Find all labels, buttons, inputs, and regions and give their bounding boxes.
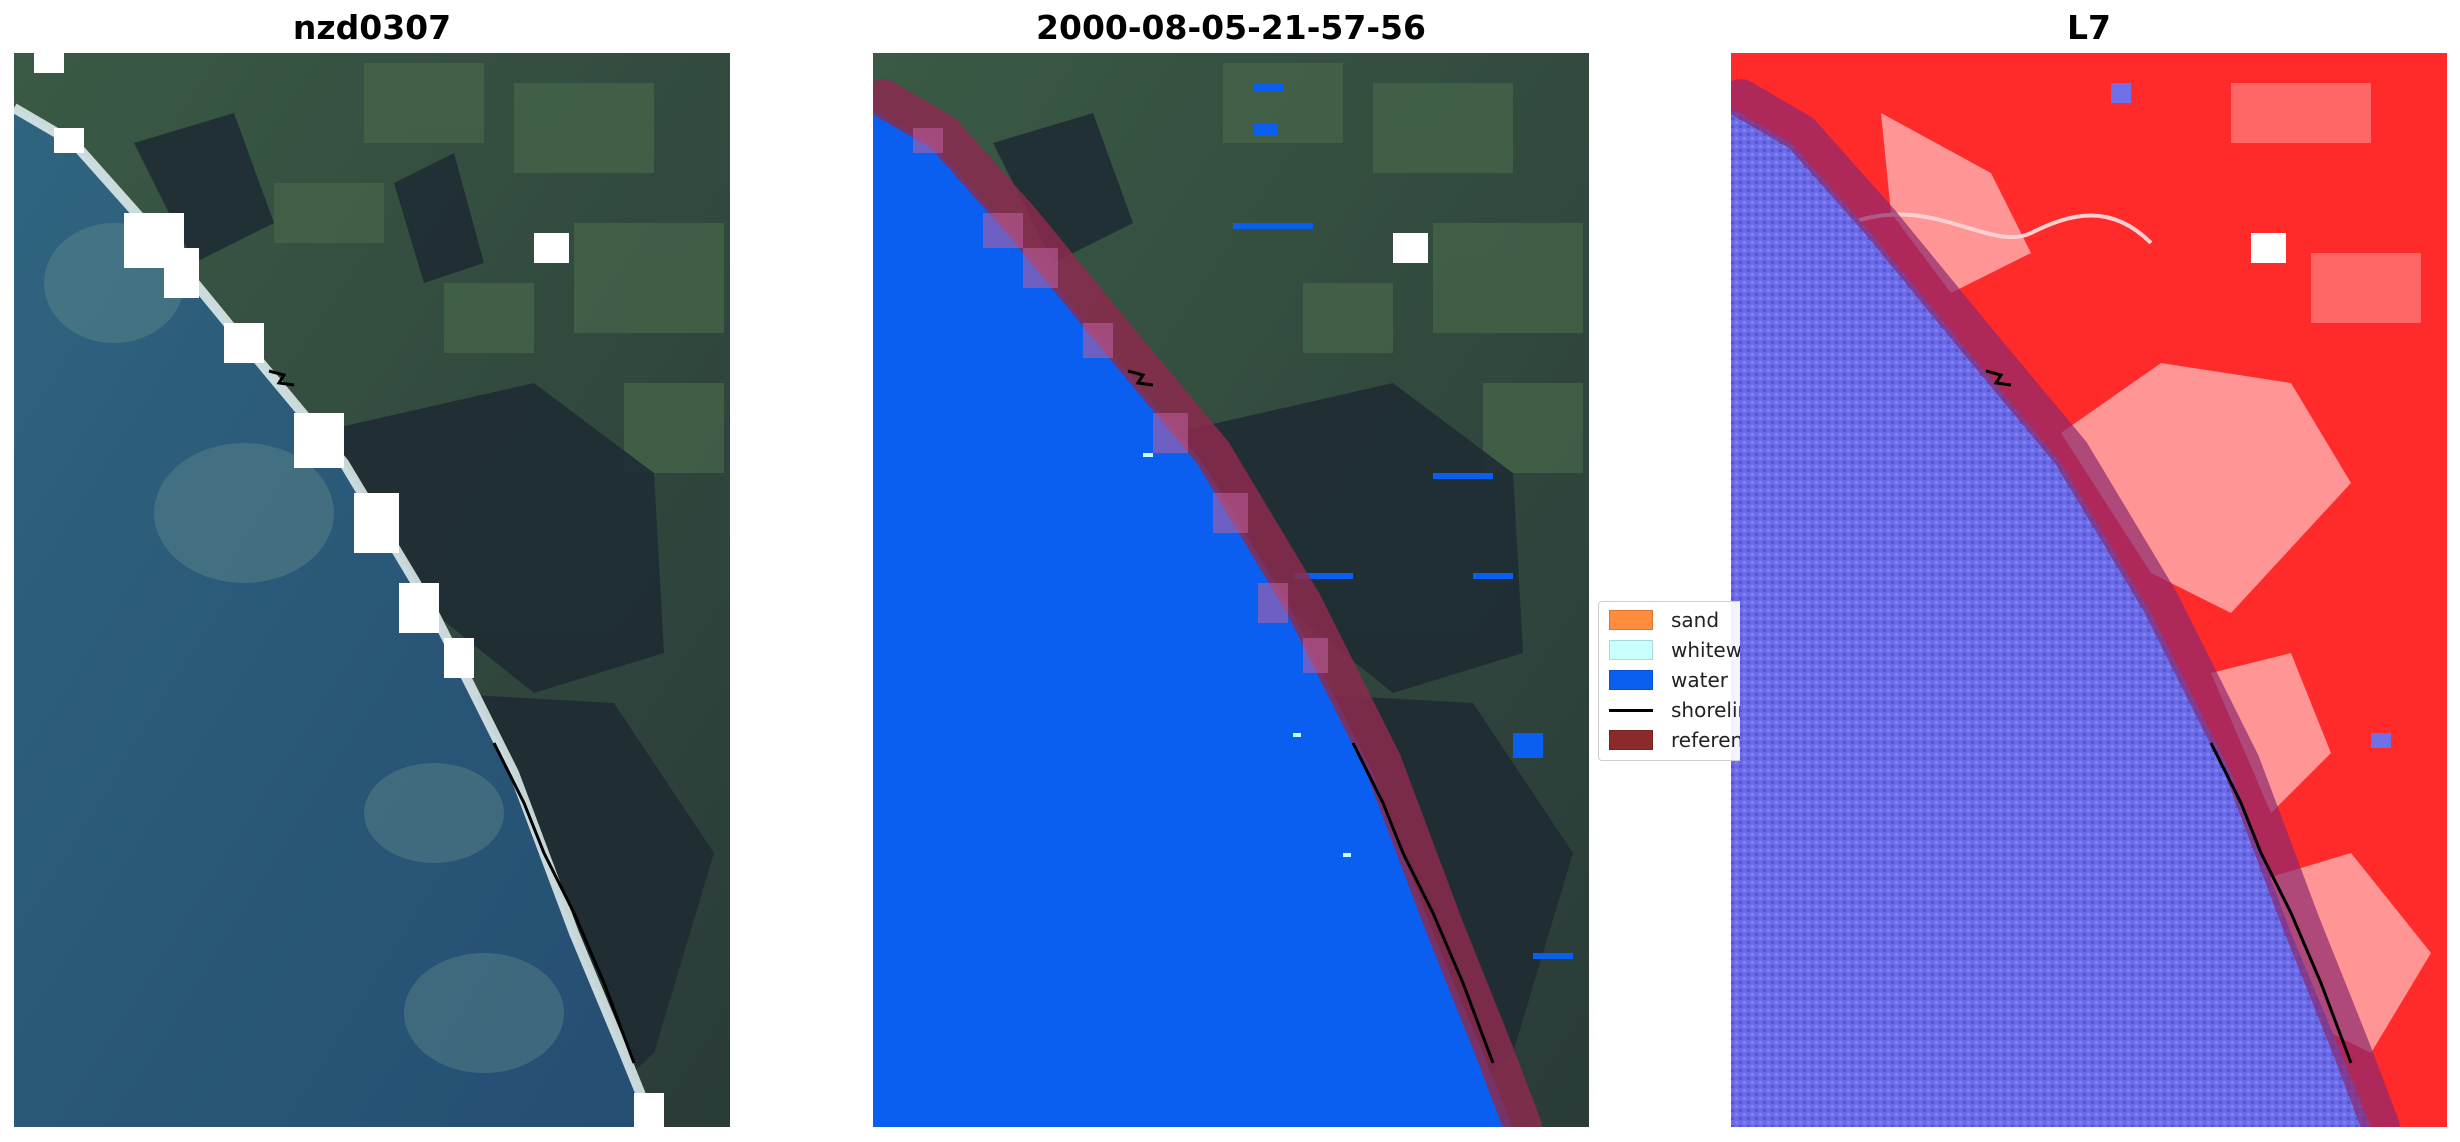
panel-title-3: L7 (2067, 8, 2111, 47)
legend-line-shoreline (1609, 708, 1653, 712)
index-image (1731, 53, 2447, 1127)
panel-title-1: nzd0307 (292, 8, 452, 47)
legend-item-water: water (1609, 666, 1728, 694)
classified-image (873, 53, 1589, 1127)
legend-item-reference-buffer: reference shoreline buffer (1609, 726, 1740, 754)
legend-swatch-reference-buffer (1609, 730, 1653, 750)
legend-swatch-water (1609, 670, 1653, 690)
rgb-image-panel (14, 53, 730, 1127)
rgb-image (14, 53, 730, 1127)
panel-title-2: 2000-08-05-21-57-56 (1036, 8, 1426, 47)
legend-label-shoreline: shoreline (1671, 698, 1740, 722)
legend-item-sand: sand (1609, 606, 1719, 634)
legend-swatch-whitewater (1609, 640, 1653, 660)
legend-label-sand: sand (1671, 608, 1720, 632)
legend-label-water: water (1671, 668, 1728, 692)
legend-label-reference-buffer: reference shoreline buffer (1671, 728, 1740, 752)
classified-image-panel (873, 53, 1589, 1127)
legend-swatch-sand (1609, 610, 1653, 630)
legend-item-shoreline: shoreline (1609, 696, 1740, 724)
index-image-panel (1731, 53, 2447, 1127)
